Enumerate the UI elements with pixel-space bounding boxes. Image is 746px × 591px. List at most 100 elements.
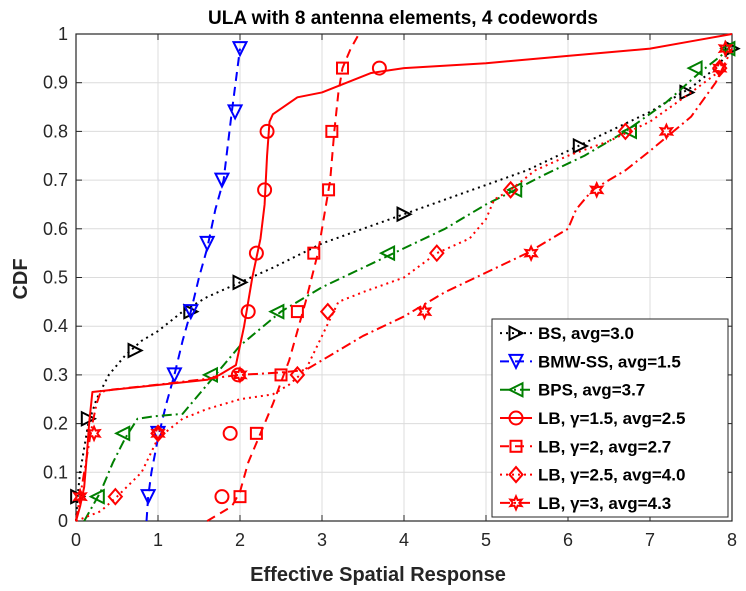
- data-point: [658, 122, 675, 141]
- series-line: [75, 33, 733, 522]
- series-5: [206, 33, 360, 522]
- legend-marker: [508, 493, 524, 512]
- data-point: [322, 183, 336, 197]
- data-point: [232, 274, 249, 291]
- data-point: [107, 487, 124, 506]
- data-point: [249, 426, 263, 440]
- data-point: [166, 367, 183, 384]
- series-4: [75, 33, 733, 522]
- data-point: [588, 180, 605, 199]
- data-point: [233, 490, 247, 504]
- legend-marker: [508, 410, 524, 426]
- x-tick-label: 7: [645, 530, 655, 550]
- legend-entry: BS, avg=3.0: [500, 324, 634, 343]
- data-point: [336, 61, 349, 75]
- y-tick-label: 0.5: [43, 268, 68, 288]
- y-tick-label: 1: [58, 24, 68, 44]
- data-point: [686, 59, 703, 77]
- data-point: [150, 424, 166, 443]
- legend: BS, avg=3.0 BMW-SS, avg=1.5 BPS, avg=3.7 LB…: [491, 318, 729, 518]
- legend-entry: LB, γ=2.5, avg=4.0: [500, 465, 685, 485]
- legend-marker: [507, 381, 524, 398]
- x-tick-label: 4: [399, 530, 409, 550]
- series-group: [70, 33, 741, 522]
- y-tick-label: 0.7: [43, 170, 68, 190]
- legend-marker: [508, 465, 524, 484]
- data-point: [127, 342, 144, 359]
- x-tick-label: 6: [563, 530, 573, 550]
- legend-label: LB, γ=2, avg=2.7: [538, 437, 671, 456]
- series-7: [72, 39, 734, 522]
- data-point: [274, 368, 288, 382]
- series-line: [206, 33, 360, 522]
- data-point: [199, 235, 216, 253]
- legend-label: BPS, avg=3.7: [538, 381, 645, 400]
- data-point: [114, 425, 131, 442]
- data-point: [182, 304, 199, 321]
- chart-title: ULA with 8 antenna elements, 4 codewords: [208, 8, 598, 29]
- data-point: [307, 246, 321, 260]
- x-tick-label: 3: [317, 530, 327, 550]
- x-tick-label: 1: [153, 530, 163, 550]
- legend-entry: LB, γ=3, avg=4.3: [500, 494, 671, 513]
- legend-marker: [507, 353, 525, 371]
- y-tick-label: 0.9: [43, 73, 68, 93]
- y-tick-label: 0.8: [43, 121, 68, 141]
- data-point: [226, 104, 244, 121]
- data-point: [428, 244, 445, 263]
- x-tick-label: 0: [71, 530, 81, 550]
- data-point: [711, 59, 728, 78]
- data-point: [523, 244, 539, 263]
- data-point: [371, 60, 387, 76]
- axes: 0 1 2 3 4 5 6 7 8 0 0.1 0.2 0.3 0.4 0.5 0.6 0.7 0.8 0.9 1: [43, 24, 737, 550]
- legend-label: LB, γ=3, avg=4.3: [538, 494, 671, 513]
- y-tick-label: 0.3: [43, 365, 68, 385]
- data-point: [248, 245, 264, 261]
- data-point: [416, 302, 433, 321]
- x-tick-label: 8: [727, 530, 737, 550]
- data-point: [86, 424, 102, 443]
- series-line: [75, 48, 733, 522]
- y-tick-label: 0.1: [43, 462, 68, 482]
- legend-label: BS, avg=3.0: [538, 324, 634, 343]
- x-tick-label: 2: [235, 530, 245, 550]
- data-point: [231, 41, 249, 58]
- legend-label: BMW-SS, avg=1.5: [538, 352, 681, 371]
- legend-entry: BPS, avg=3.7: [500, 381, 645, 400]
- legend-entry: LB, γ=1.5, avg=2.5: [500, 409, 685, 428]
- y-tick-label: 0: [58, 511, 68, 531]
- data-point: [259, 123, 275, 139]
- y-tick-label: 0.6: [43, 219, 68, 239]
- legend-marker: [509, 439, 523, 453]
- data-point: [268, 303, 285, 320]
- y-tick-label: 0.2: [43, 414, 68, 434]
- data-point: [325, 124, 339, 138]
- data-point: [222, 425, 238, 441]
- data-point: [290, 305, 304, 319]
- data-point: [140, 489, 157, 506]
- data-point: [214, 489, 230, 505]
- legend-entry: BMW-SS, avg=1.5: [500, 352, 681, 371]
- data-point: [378, 245, 396, 262]
- data-point: [72, 487, 88, 506]
- x-tick-label: 5: [481, 530, 491, 550]
- legend-label: LB, γ=1.5, avg=2.5: [538, 409, 685, 428]
- data-point: [232, 365, 248, 384]
- axes-frame: [75, 33, 733, 522]
- data-point: [617, 122, 634, 141]
- data-point: [679, 84, 696, 101]
- data-point: [572, 137, 590, 155]
- legend-entry: LB, γ=2, avg=2.7: [500, 437, 671, 456]
- y-tick-label: 0.4: [43, 316, 68, 336]
- data-point: [88, 488, 105, 505]
- legend-marker: [508, 325, 525, 342]
- y-axis-label: CDF: [10, 258, 32, 299]
- legend-label: LB, γ=2.5, avg=4.0: [538, 466, 685, 485]
- data-point: [257, 182, 273, 198]
- x-axis-label: Effective Spatial Response: [250, 564, 506, 586]
- data-point: [319, 302, 336, 321]
- data-point: [213, 172, 231, 189]
- data-point: [240, 304, 256, 320]
